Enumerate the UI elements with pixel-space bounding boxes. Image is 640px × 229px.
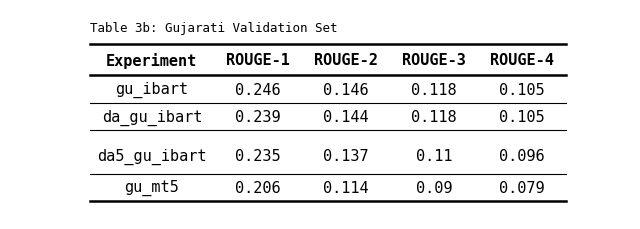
Text: 0.239: 0.239 <box>235 109 280 124</box>
Text: 0.105: 0.105 <box>499 109 545 124</box>
Text: 0.096: 0.096 <box>499 149 545 164</box>
Text: 0.137: 0.137 <box>323 149 369 164</box>
Text: Table 3b: Gujarati Validation Set: Table 3b: Gujarati Validation Set <box>90 22 337 35</box>
Text: gu_mt5: gu_mt5 <box>124 180 179 196</box>
Text: ROUGE-2: ROUGE-2 <box>314 53 378 68</box>
Text: 0.118: 0.118 <box>411 82 457 97</box>
Text: da_gu_ibart: da_gu_ibart <box>102 109 202 125</box>
Text: 0.105: 0.105 <box>499 82 545 97</box>
Text: ROUGE-1: ROUGE-1 <box>226 53 290 68</box>
Text: 0.146: 0.146 <box>323 82 369 97</box>
Text: 0.144: 0.144 <box>323 109 369 124</box>
Text: ROUGE-4: ROUGE-4 <box>490 53 554 68</box>
Text: gu_ibart: gu_ibart <box>115 82 188 98</box>
Text: 0.118: 0.118 <box>411 109 457 124</box>
Text: 0.079: 0.079 <box>499 180 545 195</box>
Text: 0.246: 0.246 <box>235 82 280 97</box>
Text: 0.206: 0.206 <box>235 180 280 195</box>
Text: da5_gu_ibart: da5_gu_ibart <box>97 148 207 164</box>
Text: 0.114: 0.114 <box>323 180 369 195</box>
Text: 0.11: 0.11 <box>416 149 452 164</box>
Text: Experiment: Experiment <box>106 53 198 68</box>
Text: 0.235: 0.235 <box>235 149 280 164</box>
Text: ROUGE-3: ROUGE-3 <box>402 53 466 68</box>
Text: 0.09: 0.09 <box>416 180 452 195</box>
